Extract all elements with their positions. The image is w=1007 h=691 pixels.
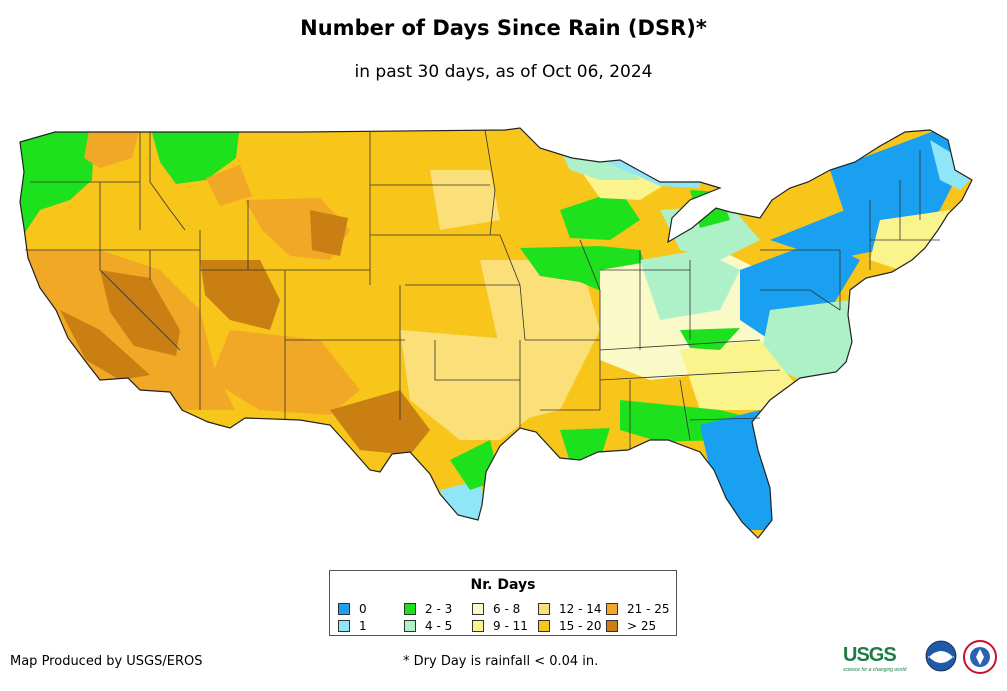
legend-title: Nr. Days <box>470 577 536 593</box>
legend-item: 4 - 5 <box>404 619 452 633</box>
legend-swatch <box>338 620 350 632</box>
legend-label: 6 - 8 <box>493 602 521 616</box>
legend-item: 6 - 8 <box>472 602 520 616</box>
legend-item: 12 - 14 <box>538 602 602 616</box>
legend-swatch <box>404 620 416 632</box>
legend-item: 2 - 3 <box>404 602 452 616</box>
legend-swatch <box>538 603 550 615</box>
legend-label: 15 - 20 <box>559 619 602 633</box>
legend-label: 2 - 3 <box>425 602 453 616</box>
map-title: Number of Days Since Rain (DSR)* <box>300 16 707 40</box>
nws-logo-icon <box>963 640 997 674</box>
dsr-map <box>19 127 973 539</box>
dsr-color-regions <box>20 128 972 538</box>
legend-swatch <box>472 620 484 632</box>
legend-item: 15 - 20 <box>538 619 602 633</box>
dry-day-footnote: * Dry Day is rainfall < 0.04 in. <box>403 654 599 669</box>
legend-label: 21 - 25 <box>627 602 670 616</box>
legend-label: 12 - 14 <box>559 602 602 616</box>
legend-item: > 25 <box>606 619 656 633</box>
legend-label: > 25 <box>627 619 657 633</box>
legend-swatch <box>338 603 350 615</box>
legend-swatch <box>472 603 484 615</box>
legend-item: 0 <box>338 602 367 616</box>
legend: Nr. Days 0 1 2 - 3 4 - 5 6 - 8 9 - 11 12… <box>329 570 677 636</box>
legend-label: 0 <box>359 602 367 616</box>
legend-swatch <box>404 603 416 615</box>
usgs-logo-tagline: science for a changing world <box>843 667 907 673</box>
legend-label: 1 <box>359 619 367 633</box>
us-outline <box>19 127 973 539</box>
legend-item: 21 - 25 <box>606 602 670 616</box>
agency-logos: USGS science for a changing world <box>843 640 1003 680</box>
map-credit: Map Produced by USGS/EROS <box>10 654 203 669</box>
legend-item: 9 - 11 <box>472 619 528 633</box>
usgs-logo-text: USGS <box>843 644 897 666</box>
legend-swatch <box>606 603 618 615</box>
legend-item: 1 <box>338 619 367 633</box>
legend-label: 9 - 11 <box>493 619 528 633</box>
legend-label: 4 - 5 <box>425 619 453 633</box>
noaa-logo-icon <box>925 640 957 672</box>
map-subtitle: in past 30 days, as of Oct 06, 2024 <box>354 62 653 82</box>
legend-swatch <box>606 620 618 632</box>
legend-swatch <box>538 620 550 632</box>
state-boundaries <box>25 129 940 450</box>
